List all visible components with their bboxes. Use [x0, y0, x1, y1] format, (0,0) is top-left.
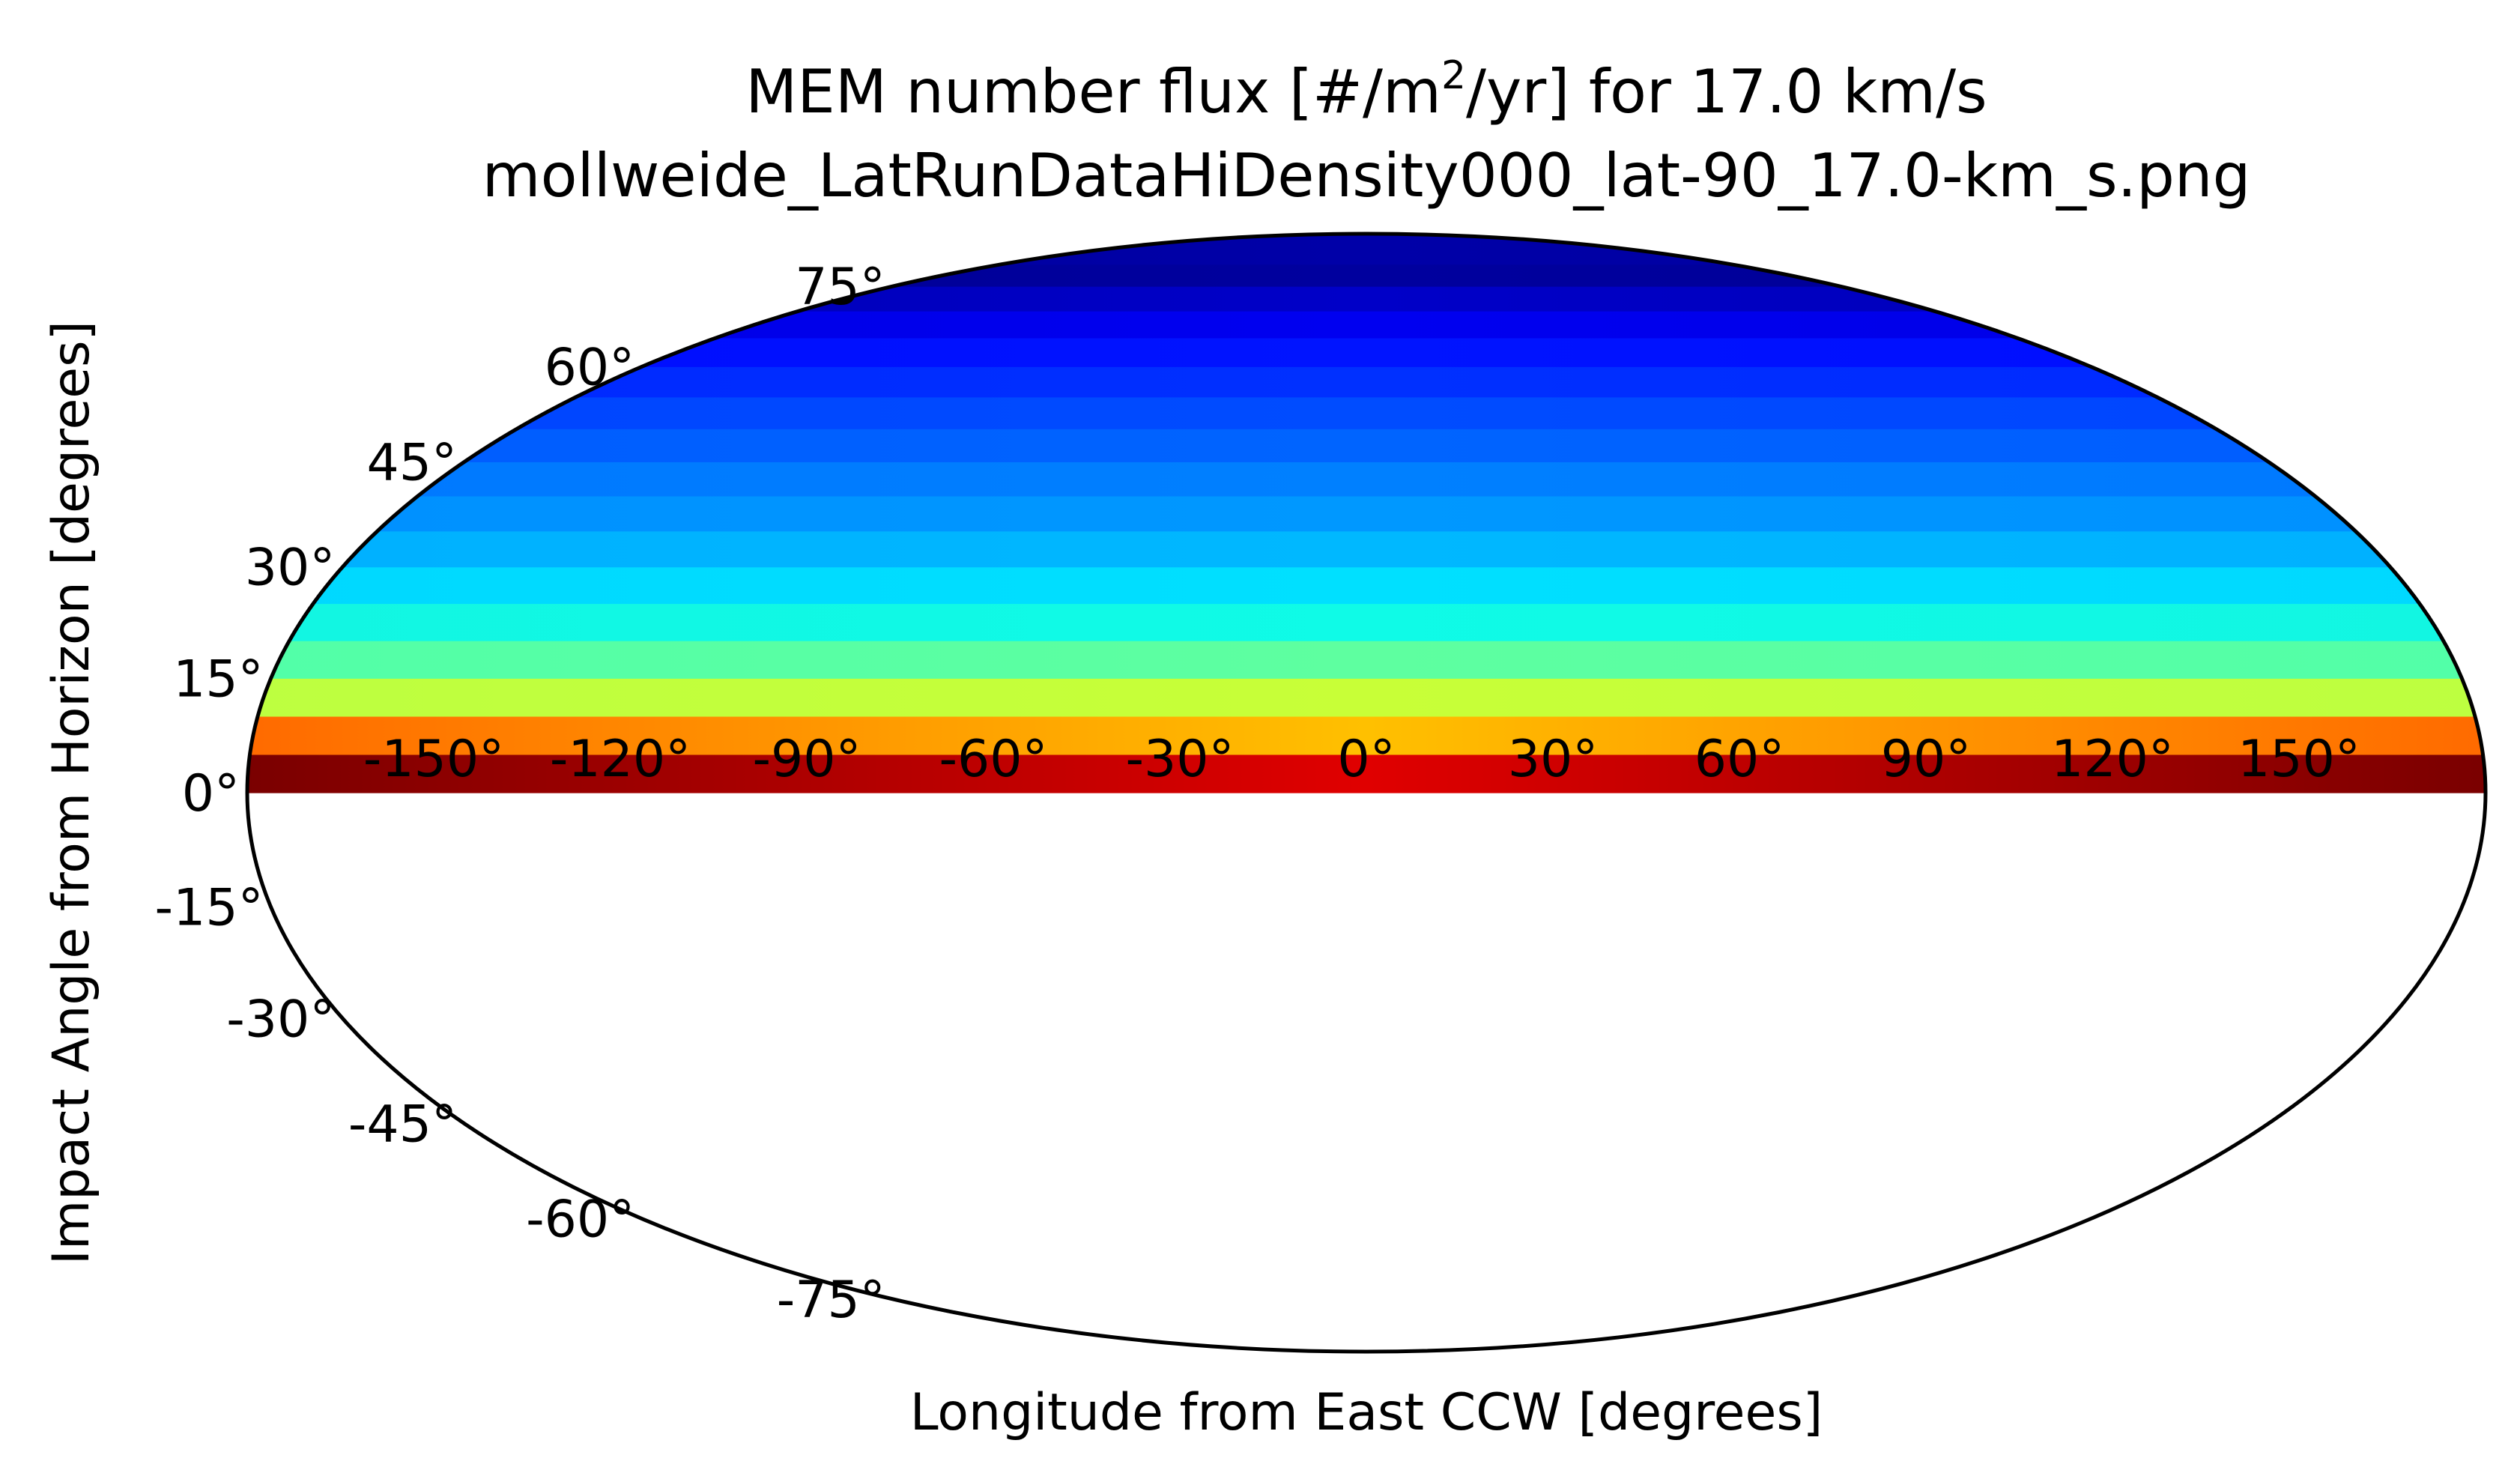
y-axis-label: Impact Angle from Horizon [degrees] [42, 321, 101, 1265]
y-tick-label: 60° [545, 338, 635, 397]
x-tick-label: 60° [1694, 730, 1785, 789]
flux-bands [247, 234, 2486, 793]
x-tick-label: 30° [1508, 730, 1599, 789]
y-tick-label: -15° [155, 879, 264, 938]
x-tick-label: -90° [752, 730, 861, 789]
flux-band [247, 311, 2486, 339]
y-tick-label: 15° [173, 650, 264, 709]
x-tick-label: 120° [2051, 730, 2174, 789]
x-tick-label: -60° [939, 730, 1047, 789]
y-tick-label: 0° [182, 764, 240, 823]
flux-band [247, 462, 2486, 497]
y-tick-label: 30° [245, 539, 336, 598]
flux-band [247, 716, 2486, 755]
flux-band [247, 396, 2486, 429]
chart-subtitle: mollweide_LatRunDataHiDensity000_lat-90_… [482, 141, 2251, 211]
y-tick-label: 45° [366, 433, 457, 492]
y-tick-labels: 75° 60° 45° 30° 15° 0° -15° -30°-45° -60° -75° [155, 258, 885, 1330]
flux-band [247, 264, 2486, 287]
flux-band [247, 429, 2486, 462]
x-tick-label: 0° [1337, 730, 1395, 789]
flux-band [247, 495, 2486, 532]
x-axis-label: Longitude from East CCW [degrees] [910, 1383, 1823, 1442]
x-tick-label: -120° [550, 730, 691, 789]
y-tick-label: -75° [777, 1271, 885, 1330]
flux-band [247, 566, 2486, 605]
map-outline [245, 232, 2488, 1354]
x-tick-label: 90° [1881, 730, 1972, 789]
y-tick-label: 75° [795, 258, 885, 317]
y-tick-label: -45° [348, 1095, 457, 1155]
y-tick-label: -30° [226, 990, 335, 1049]
x-tick-label: -150° [363, 730, 504, 789]
y-tick-label: -60° [526, 1191, 634, 1250]
flux-band [247, 286, 2486, 312]
flux-band [247, 603, 2486, 641]
x-tick-label: -30° [1125, 730, 1234, 789]
chart-title: MEM number flux [#/m2/yr] for 17.0 km/s [745, 53, 1987, 127]
flux-band [247, 641, 2486, 679]
x-tick-labels: -150° -120° -90° -60° -30° 0° 30° 60° 90° 120° 150… [363, 730, 2360, 789]
flux-band [247, 678, 2486, 717]
flux-band [247, 234, 2486, 265]
flux-band [247, 530, 2486, 568]
x-tick-label: 150° [2238, 730, 2360, 789]
flux-band [247, 754, 2486, 793]
